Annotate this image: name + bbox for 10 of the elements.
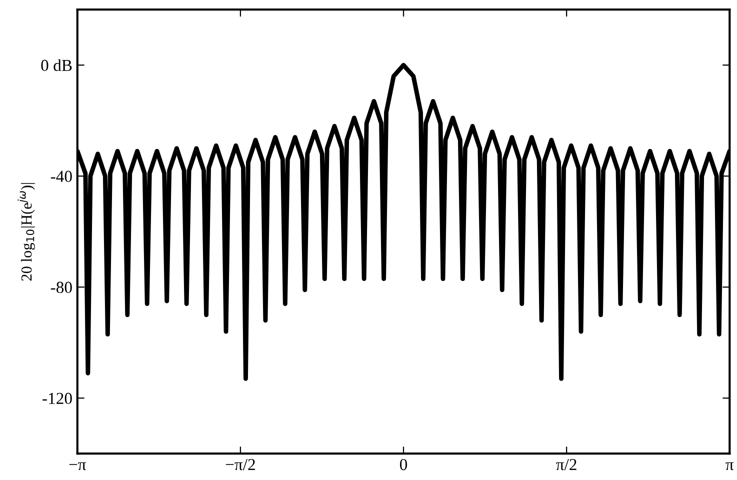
x-tick-label: −π (69, 462, 86, 470)
y-tick-label: 0 dB (41, 59, 72, 72)
x-tick-label: 0 (400, 458, 408, 470)
x-tick-label: π/2 (556, 458, 576, 470)
y-tick-label: -40 (50, 170, 72, 182)
y-axis-title: 20 log$_{10}$|H(e$^{jω}$)| (18, 183, 35, 281)
x-tick-label: π (726, 462, 734, 470)
x-tick-label: −π/2 (226, 458, 255, 470)
y-tick-label: -120 (42, 392, 72, 404)
y-tick-label: -80 (50, 282, 72, 294)
